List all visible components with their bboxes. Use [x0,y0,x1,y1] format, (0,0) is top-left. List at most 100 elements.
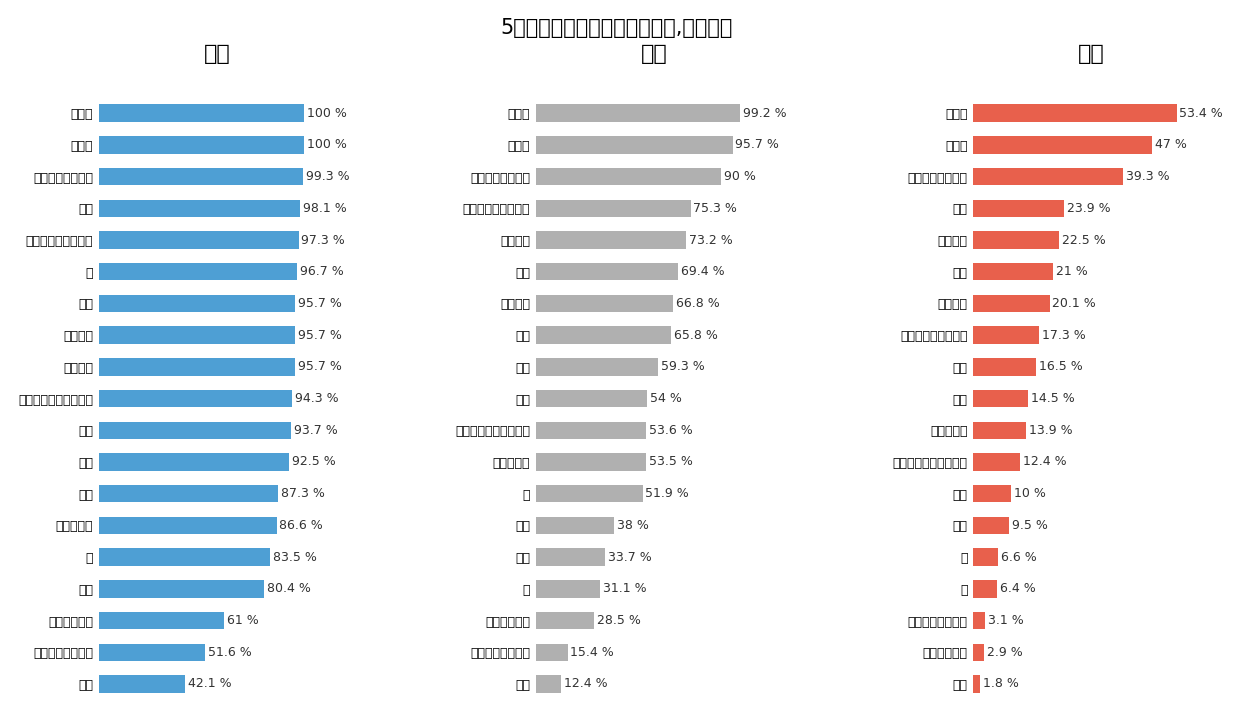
Bar [974,517,1009,534]
Text: 83.5 %: 83.5 % [273,550,317,563]
Bar [99,548,270,566]
Text: 95.7 %: 95.7 % [735,138,779,151]
Text: 100 %: 100 % [307,138,347,151]
Bar [99,263,297,280]
Bar [974,612,985,629]
Text: 99.3 %: 99.3 % [306,170,349,183]
Text: 97.3 %: 97.3 % [301,234,346,247]
Bar [974,326,1039,344]
Bar [974,548,998,566]
Text: 61 %: 61 % [227,614,259,627]
Text: 5年相対生存率（臨床進行度別,男女計）: 5年相対生存率（臨床進行度別,男女計） [501,18,733,38]
Text: 80.4 %: 80.4 % [267,582,311,596]
Text: 23.9 %: 23.9 % [1067,202,1111,215]
Text: 95.7 %: 95.7 % [299,360,342,373]
Bar [99,358,295,376]
Text: 9.5 %: 9.5 % [1012,519,1048,532]
Text: 94.3 %: 94.3 % [295,392,339,405]
Text: 47 %: 47 % [1155,138,1187,151]
Bar [536,612,595,629]
Bar [536,548,605,566]
Text: 6.6 %: 6.6 % [1001,550,1037,563]
Title: 限局: 限局 [204,44,231,65]
Text: 6.4 %: 6.4 % [1001,582,1037,596]
Text: 90 %: 90 % [723,170,755,183]
Bar [974,454,1021,471]
Bar [974,136,1153,154]
Bar [99,454,289,471]
Bar [99,676,185,692]
Text: 17.3 %: 17.3 % [1041,328,1086,341]
Text: 31.1 %: 31.1 % [602,582,647,596]
Text: 66.8 %: 66.8 % [676,297,719,310]
Text: 15.4 %: 15.4 % [570,646,615,659]
Bar [99,136,305,154]
Text: 10 %: 10 % [1014,487,1046,500]
Text: 99.2 %: 99.2 % [743,107,786,119]
Bar [974,422,1025,439]
Bar [536,644,568,661]
Text: 98.1 %: 98.1 % [304,202,347,215]
Text: 21 %: 21 % [1056,265,1087,278]
Bar [536,232,686,249]
Text: 51.6 %: 51.6 % [207,646,252,659]
Bar [974,580,997,598]
Bar [536,580,600,598]
Bar [536,168,721,186]
Bar [99,199,300,217]
Bar [974,105,1176,122]
Bar [974,295,1050,312]
Bar [536,326,671,344]
Bar [99,232,299,249]
Bar [99,517,276,534]
Bar [974,199,1064,217]
Bar [974,676,980,692]
Bar [99,612,225,629]
Text: 53.5 %: 53.5 % [649,456,692,469]
Text: 59.3 %: 59.3 % [660,360,705,373]
Text: 33.7 %: 33.7 % [608,550,652,563]
Text: 1.8 %: 1.8 % [982,678,1018,690]
Title: 領域: 領域 [640,44,668,65]
Text: 95.7 %: 95.7 % [299,328,342,341]
Bar [536,454,645,471]
Text: 95.7 %: 95.7 % [299,297,342,310]
Bar [974,485,1011,502]
Bar [536,136,733,154]
Bar [536,199,691,217]
Text: 3.1 %: 3.1 % [987,614,1023,627]
Text: 22.5 %: 22.5 % [1061,234,1106,247]
Text: 54 %: 54 % [649,392,681,405]
Text: 12.4 %: 12.4 % [1023,456,1066,469]
Bar [99,295,295,312]
Bar [99,580,264,598]
Bar [99,390,292,407]
Bar [536,390,647,407]
Bar [536,358,658,376]
Text: 16.5 %: 16.5 % [1039,360,1082,373]
Text: 92.5 %: 92.5 % [291,456,336,469]
Bar [536,105,739,122]
Bar [974,263,1053,280]
Text: 12.4 %: 12.4 % [564,678,608,690]
Bar [99,105,305,122]
Text: 39.3 %: 39.3 % [1125,170,1170,183]
Bar [536,295,673,312]
Bar [536,517,615,534]
Text: 75.3 %: 75.3 % [694,202,737,215]
Text: 28.5 %: 28.5 % [597,614,642,627]
Text: 53.6 %: 53.6 % [649,424,692,437]
Bar [974,644,983,661]
Text: 51.9 %: 51.9 % [645,487,689,500]
Bar [536,676,561,692]
Bar [974,390,1028,407]
Text: 96.7 %: 96.7 % [300,265,344,278]
Text: 38 %: 38 % [617,519,649,532]
Text: 42.1 %: 42.1 % [188,678,232,690]
Bar [536,263,679,280]
Bar [974,232,1059,249]
Text: 53.4 %: 53.4 % [1180,107,1223,119]
Text: 14.5 %: 14.5 % [1032,392,1075,405]
Bar [99,644,205,661]
Text: 20.1 %: 20.1 % [1053,297,1096,310]
